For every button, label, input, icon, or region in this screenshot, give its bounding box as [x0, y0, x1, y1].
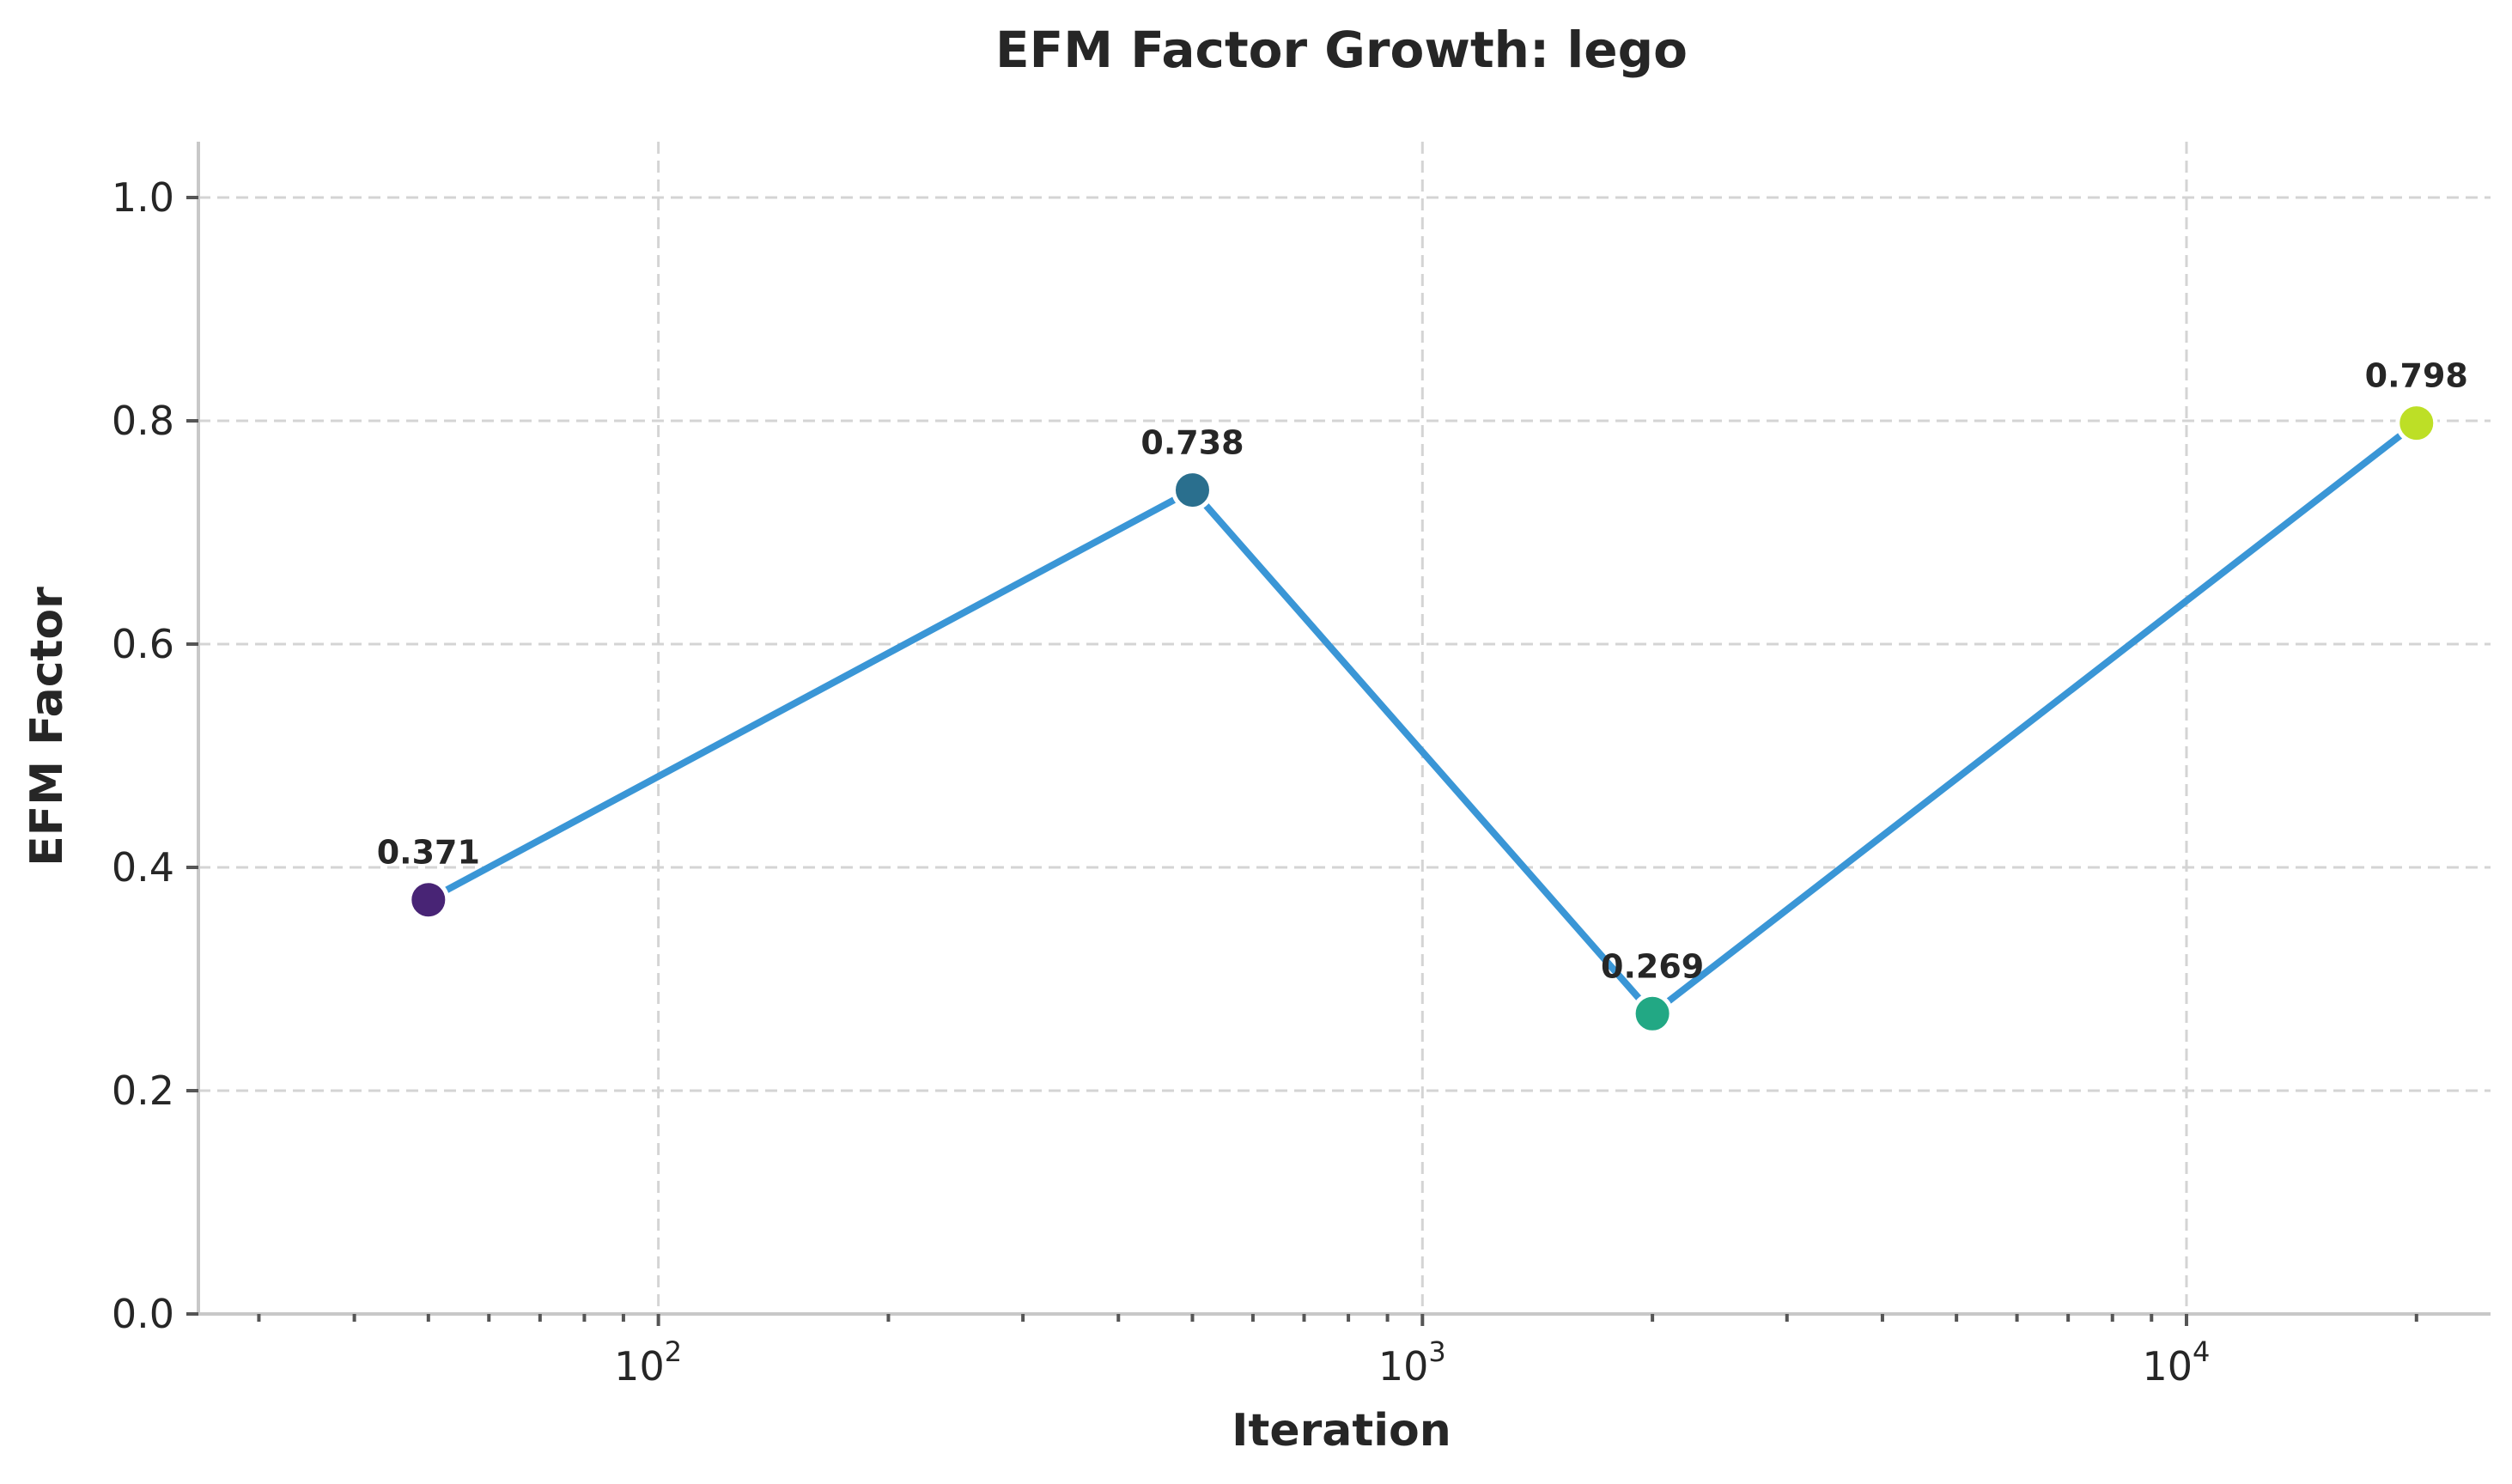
x-tick-label: 104 — [2143, 1335, 2211, 1390]
x-tick-label: 102 — [614, 1335, 682, 1390]
y-tick-label: 0.6 — [112, 621, 174, 667]
y-tick-label: 1.0 — [112, 174, 174, 221]
data-point — [1171, 469, 1213, 512]
x-axis-label: Iteration — [1232, 1405, 1451, 1457]
data-point — [1631, 992, 1674, 1035]
axis-ticks: 0.0 0.2 0.4 0.6 0.8 1.0 102 103 104 — [112, 174, 2418, 1390]
data-label: 0.269 — [1601, 947, 1704, 985]
y-axis-label: EFM Factor — [21, 587, 73, 867]
series-line — [426, 420, 2419, 1018]
data-label: 0.738 — [1140, 424, 1244, 462]
y-tick-label: 0.2 — [112, 1067, 174, 1114]
data-label: 0.371 — [377, 834, 480, 872]
y-tick-label: 0.4 — [112, 844, 174, 891]
y-tick-label: 0.0 — [112, 1291, 174, 1337]
data-point — [2395, 402, 2438, 445]
y-tick-label: 0.8 — [112, 398, 174, 444]
x-tick-label: 103 — [1378, 1335, 1446, 1390]
grid-lines — [198, 142, 2491, 1314]
chart-title: EFM Factor Growth: lego — [995, 21, 1688, 79]
data-point — [407, 879, 450, 921]
data-label: 0.798 — [2365, 357, 2468, 395]
series-efm-factor: 0.371 0.738 0.269 0.798 — [377, 357, 2468, 1035]
axes-spines — [197, 142, 2491, 1316]
